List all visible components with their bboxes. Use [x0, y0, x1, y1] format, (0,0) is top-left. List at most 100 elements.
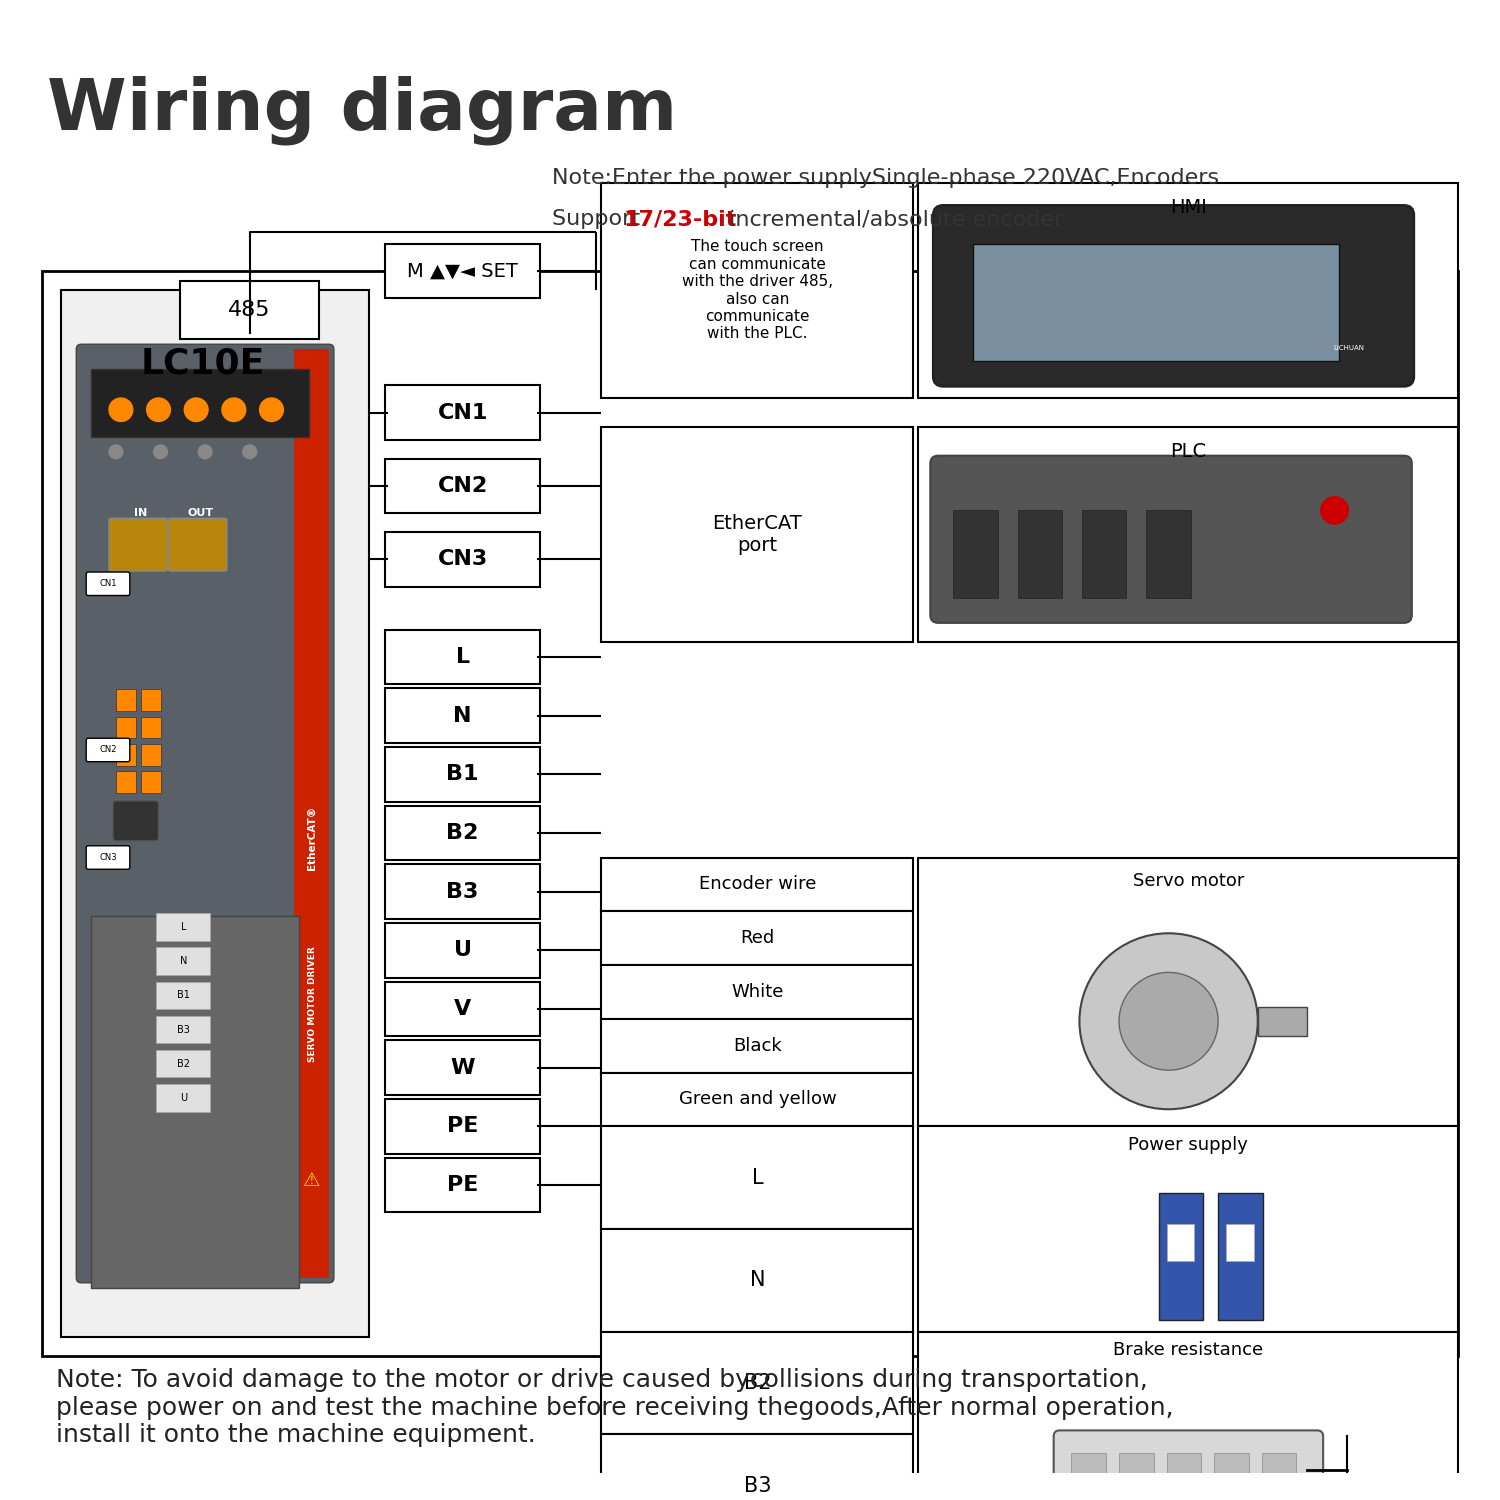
Bar [92, 916, 298, 1287]
Circle shape [110, 446, 123, 459]
Text: CN1: CN1 [99, 579, 117, 588]
Text: L: L [180, 922, 186, 932]
Bar [62, 291, 369, 1336]
Text: B1: B1 [447, 765, 478, 784]
FancyBboxPatch shape [112, 801, 159, 842]
Text: Support: Support [552, 210, 646, 230]
Text: CN3: CN3 [99, 853, 117, 862]
Text: OUT: OUT [188, 509, 213, 519]
Text: B2: B2 [177, 1059, 190, 1070]
Bar [1218, 1192, 1263, 1320]
FancyBboxPatch shape [386, 981, 540, 1036]
Bar [116, 690, 135, 711]
Text: Green and yellow: Green and yellow [678, 1090, 837, 1108]
Bar [141, 744, 160, 765]
Bar [1214, 1454, 1249, 1500]
Bar [602, 1434, 914, 1500]
Text: The touch screen
can communicate
with the driver 485,
also can
communicate
with : The touch screen can communicate with th… [682, 240, 832, 342]
Bar [1258, 1007, 1308, 1036]
Bar [116, 771, 135, 794]
Bar [294, 350, 328, 1278]
Bar [602, 1019, 914, 1072]
Bar [918, 858, 1458, 1126]
Bar [1158, 1192, 1203, 1320]
Text: B2: B2 [744, 1372, 771, 1394]
Text: SERVO MOTOR DRIVER: SERVO MOTOR DRIVER [308, 946, 316, 1062]
Circle shape [222, 398, 246, 422]
Text: LICHUAN: LICHUAN [1334, 345, 1365, 351]
FancyBboxPatch shape [386, 1158, 540, 1212]
Circle shape [198, 446, 211, 459]
Text: B3: B3 [177, 1024, 189, 1035]
FancyBboxPatch shape [386, 864, 540, 919]
Text: B1: B1 [177, 990, 189, 1000]
Text: M ▲▼◄ SET: M ▲▼◄ SET [406, 261, 517, 280]
Text: B2: B2 [447, 824, 478, 843]
Bar [602, 912, 914, 964]
Circle shape [1119, 972, 1218, 1070]
Text: 485: 485 [228, 300, 272, 320]
Text: CN2: CN2 [99, 746, 117, 754]
FancyBboxPatch shape [386, 747, 540, 802]
FancyBboxPatch shape [180, 280, 320, 339]
FancyBboxPatch shape [386, 1041, 540, 1095]
Bar [952, 510, 998, 598]
FancyBboxPatch shape [933, 206, 1414, 387]
FancyBboxPatch shape [386, 532, 540, 586]
Text: W: W [450, 1058, 476, 1077]
Bar [42, 272, 1458, 1356]
Text: L: L [752, 1167, 764, 1188]
Circle shape [110, 398, 134, 422]
Bar [1071, 1454, 1106, 1500]
Bar [1167, 1224, 1194, 1262]
Text: Red: Red [741, 928, 774, 946]
Text: CN3: CN3 [438, 549, 488, 570]
Circle shape [184, 398, 209, 422]
Bar [602, 183, 914, 398]
Bar [141, 771, 160, 794]
Text: White: White [730, 982, 783, 1000]
Bar [156, 1050, 210, 1077]
Text: ⚠: ⚠ [303, 1170, 321, 1190]
FancyBboxPatch shape [386, 630, 540, 684]
Text: Servo motor: Servo motor [1132, 871, 1244, 889]
Bar [156, 948, 210, 975]
FancyBboxPatch shape [386, 806, 540, 861]
Text: Note: To avoid damage to the motor or drive caused bycollisions during transport: Note: To avoid damage to the motor or dr… [57, 1368, 1174, 1448]
FancyBboxPatch shape [86, 846, 130, 868]
Text: B3: B3 [447, 882, 478, 902]
FancyBboxPatch shape [168, 519, 226, 572]
Text: PE: PE [447, 1174, 478, 1196]
FancyBboxPatch shape [930, 456, 1412, 622]
Bar [1017, 510, 1062, 598]
Bar [156, 981, 210, 1010]
Text: Black: Black [734, 1036, 782, 1054]
Bar [92, 369, 309, 436]
Bar [156, 914, 210, 940]
Bar [918, 1126, 1458, 1332]
Bar [1262, 1454, 1296, 1500]
Bar [602, 1072, 914, 1126]
Bar [602, 1126, 914, 1228]
Circle shape [153, 446, 168, 459]
FancyBboxPatch shape [86, 738, 130, 762]
Bar [602, 1332, 914, 1434]
Text: IN: IN [134, 509, 147, 519]
FancyBboxPatch shape [86, 572, 130, 596]
Text: Encoder wire: Encoder wire [699, 876, 816, 894]
Text: Wiring diagram: Wiring diagram [46, 75, 677, 146]
Bar [918, 183, 1458, 398]
Text: EtherCAT®: EtherCAT® [308, 806, 316, 870]
Bar [602, 964, 914, 1018]
FancyBboxPatch shape [386, 243, 540, 298]
Text: PE: PE [447, 1116, 478, 1137]
Bar [156, 1016, 210, 1044]
Bar [602, 858, 914, 912]
Text: HMI: HMI [1170, 198, 1208, 216]
Text: L: L [456, 646, 470, 668]
FancyBboxPatch shape [386, 386, 540, 439]
FancyBboxPatch shape [386, 1100, 540, 1154]
Circle shape [1320, 496, 1348, 523]
Bar [602, 427, 914, 642]
Bar [918, 1332, 1458, 1500]
